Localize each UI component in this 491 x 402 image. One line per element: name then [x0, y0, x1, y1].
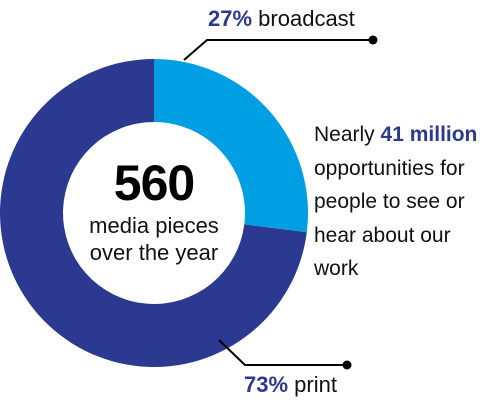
leader-dot-print — [342, 360, 352, 370]
annotation-prefix: Nearly — [314, 123, 375, 146]
annotation-highlight: 41 million — [380, 123, 478, 146]
annotation-text: Nearly 41 million opportunities for peop… — [314, 118, 490, 286]
callout-broadcast-percent: 27% — [208, 6, 253, 31]
callout-broadcast: 27% broadcast — [208, 6, 355, 32]
center-value: 560 — [113, 155, 195, 211]
leader-line-print — [218, 339, 347, 366]
callout-print: 73% print — [244, 372, 337, 398]
donut-slice-print — [0, 59, 307, 367]
center-label: media pieces over the year — [89, 213, 219, 265]
annotation-suffix: opportunities for people to see or hear … — [314, 156, 465, 281]
leader-dot-broadcast — [368, 35, 378, 45]
callout-print-percent: 73% — [244, 372, 289, 397]
callout-print-label: print — [294, 372, 337, 397]
donut-slice-broadcast — [154, 59, 308, 233]
callout-broadcast-label: broadcast — [258, 6, 355, 31]
leader-line-broadcast — [183, 39, 373, 61]
